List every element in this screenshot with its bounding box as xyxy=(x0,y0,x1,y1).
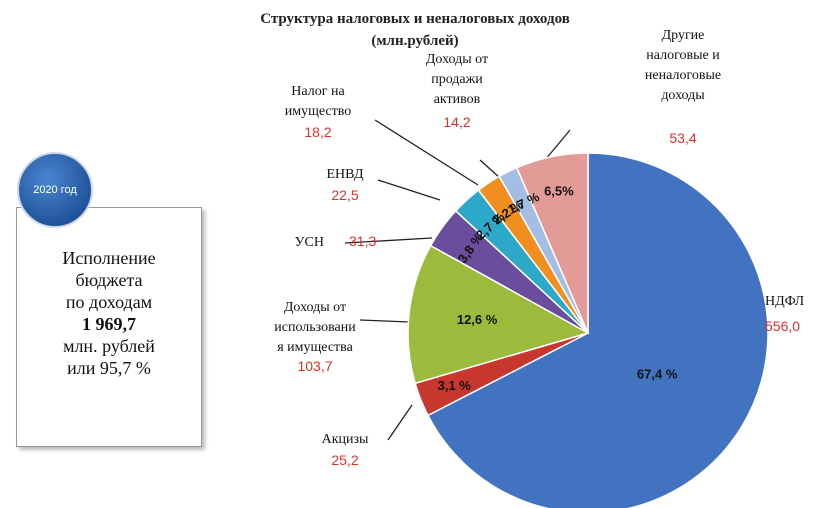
info-line: бюджета xyxy=(75,270,143,290)
category-label: Доходы от продажи активов xyxy=(425,52,489,107)
category-label: УСН xyxy=(294,235,324,250)
value-label: 22,5 xyxy=(331,187,359,203)
category-label: Акцизы xyxy=(321,432,369,447)
value-label: 31,3 xyxy=(349,233,377,249)
category-label: ЕНВД xyxy=(326,167,364,182)
category-label: Налог на имущество xyxy=(284,84,352,119)
leader-line xyxy=(344,237,433,244)
value-label: 14,2 xyxy=(443,114,471,130)
value-label: 103,7 xyxy=(297,358,333,374)
year-badge: 2020 год xyxy=(17,152,93,228)
value-label: 18,2 xyxy=(304,124,332,140)
pie-slice xyxy=(515,152,589,334)
category-label: НДФЛ xyxy=(765,294,805,309)
pie-slice xyxy=(407,244,590,385)
percent-label: 67,4 % xyxy=(637,367,678,382)
leader-lines xyxy=(344,119,571,441)
category-label: Другие налоговые и неналоговые доходы xyxy=(644,28,722,103)
value-label: 25,2 xyxy=(331,452,359,468)
percent-label: 6,5% xyxy=(544,183,574,198)
pie-slice xyxy=(426,152,769,508)
category-label: Доходы от использовани я имущества xyxy=(274,300,356,355)
value-label: 53,4 xyxy=(669,130,697,146)
percent-label: 12,6 % xyxy=(457,312,498,327)
leader-line xyxy=(359,319,411,323)
info-amount: 1 969,7 xyxy=(82,314,136,334)
leader-line xyxy=(479,159,501,179)
leader-line xyxy=(374,119,479,186)
leader-line xyxy=(544,129,571,161)
info-line: по доходам xyxy=(65,292,153,312)
info-line: млн. рублей xyxy=(63,336,155,356)
leader-line xyxy=(377,179,441,201)
percent-label: 3,1 % xyxy=(438,378,472,393)
chart-title: Структура налоговых и неналоговых доходо… xyxy=(260,11,570,49)
info-line: или 95,7 % xyxy=(67,358,151,378)
leader-line xyxy=(387,404,413,441)
info-line: Исполнение xyxy=(62,248,156,268)
info-box xyxy=(16,207,202,447)
value-label: 556,0 xyxy=(765,318,801,334)
